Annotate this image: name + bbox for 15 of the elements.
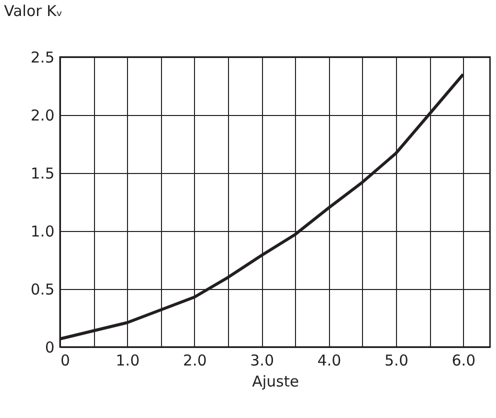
y-tick-label: 0.5 (30, 280, 54, 298)
x-tick-label: 6.0 (452, 352, 476, 370)
y-axis-title: Valor Kᵥ (4, 2, 63, 20)
y-tick-label: 0 (44, 338, 54, 356)
x-tick-label: 4.0 (317, 352, 342, 370)
y-tick-label: 1.0 (30, 222, 54, 240)
x-tick-label: 2.0 (182, 352, 207, 370)
y-tick-label: 1.5 (30, 164, 54, 182)
x-axis-title: Ajuste (252, 372, 299, 390)
y-tick-label: 2.5 (30, 48, 54, 66)
y-tick-label: 2.0 (30, 106, 54, 124)
x-tick-label: 5.0 (384, 352, 408, 370)
x-tick-label: 1.0 (116, 352, 140, 370)
x-tick-label: 3.0 (250, 352, 274, 370)
x-tick-label: 0 (60, 352, 70, 370)
